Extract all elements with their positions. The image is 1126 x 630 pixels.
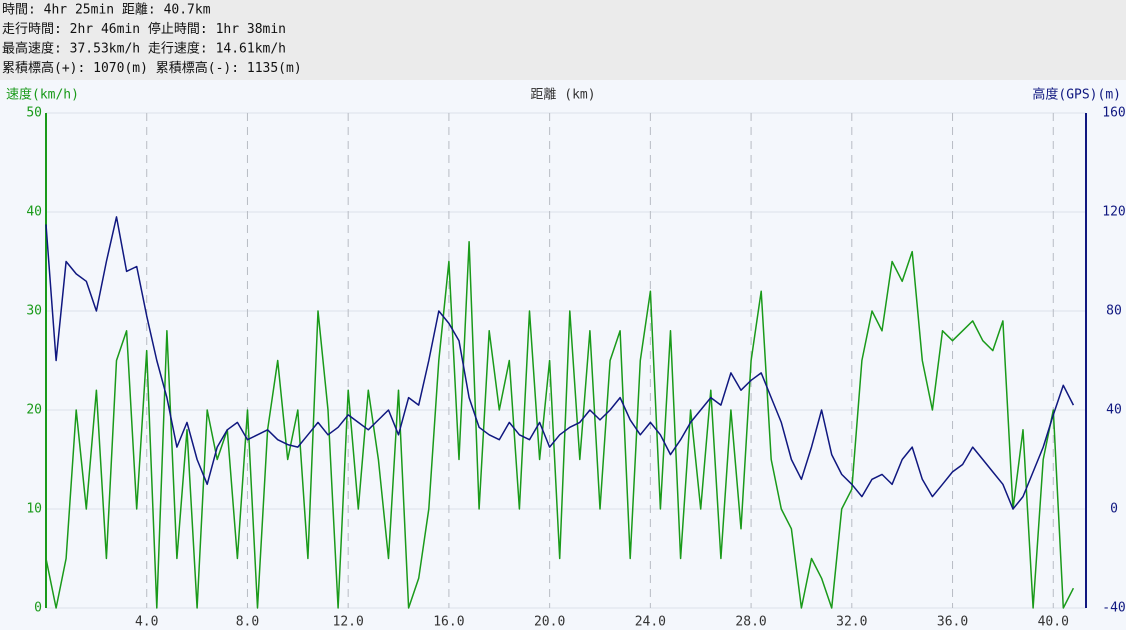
x-tick-label: 8.0 bbox=[236, 615, 259, 630]
y2-tick-label: 120 bbox=[1102, 205, 1125, 220]
series-line bbox=[45, 216, 1075, 510]
x-tick-label: 32.0 bbox=[836, 615, 867, 630]
y2-tick-label: 0 bbox=[1110, 502, 1118, 517]
x-tick-label: 36.0 bbox=[937, 615, 968, 630]
x-axis-label: 距離 (km) bbox=[530, 88, 595, 103]
y2-tick-label: 80 bbox=[1106, 304, 1122, 319]
y-tick-label: 50 bbox=[26, 106, 42, 121]
x-tick-label: 24.0 bbox=[635, 615, 666, 630]
header-background bbox=[0, 0, 1126, 80]
y-tick-label: 30 bbox=[26, 304, 42, 319]
x-tick-label: 28.0 bbox=[735, 615, 766, 630]
stat-line: 走行時間: 2hr 46min 停止時間: 1hr 38min bbox=[2, 21, 286, 37]
stat-line: 最高速度: 37.53km/h 走行速度: 14.61km/h bbox=[2, 41, 286, 57]
stat-line: 累積標高(+): 1070(m) 累積標高(-): 1135(m) bbox=[2, 60, 302, 76]
y-tick-label: 20 bbox=[26, 403, 42, 418]
y2-tick-label: 40 bbox=[1106, 403, 1122, 418]
x-tick-label: 20.0 bbox=[534, 615, 565, 630]
y-axis-label: 速度(km/h) bbox=[6, 87, 79, 103]
y-tick-label: 10 bbox=[26, 502, 42, 517]
y2-axis-label: 高度(GPS)(m) bbox=[1032, 87, 1121, 103]
stat-line: 時間: 4hr 25min 距離: 40.7km bbox=[2, 3, 211, 18]
chart-background bbox=[0, 80, 1126, 630]
y-tick-label: 0 bbox=[34, 601, 42, 616]
y2-tick-label: -40 bbox=[1102, 601, 1125, 616]
x-tick-label: 12.0 bbox=[333, 615, 364, 630]
y2-tick-label: 160 bbox=[1102, 106, 1125, 121]
x-tick-label: 16.0 bbox=[433, 615, 464, 630]
series-line bbox=[45, 240, 1075, 609]
x-tick-label: 40.0 bbox=[1038, 615, 1069, 630]
x-tick-label: 4.0 bbox=[135, 615, 158, 630]
y-tick-label: 40 bbox=[26, 205, 42, 220]
